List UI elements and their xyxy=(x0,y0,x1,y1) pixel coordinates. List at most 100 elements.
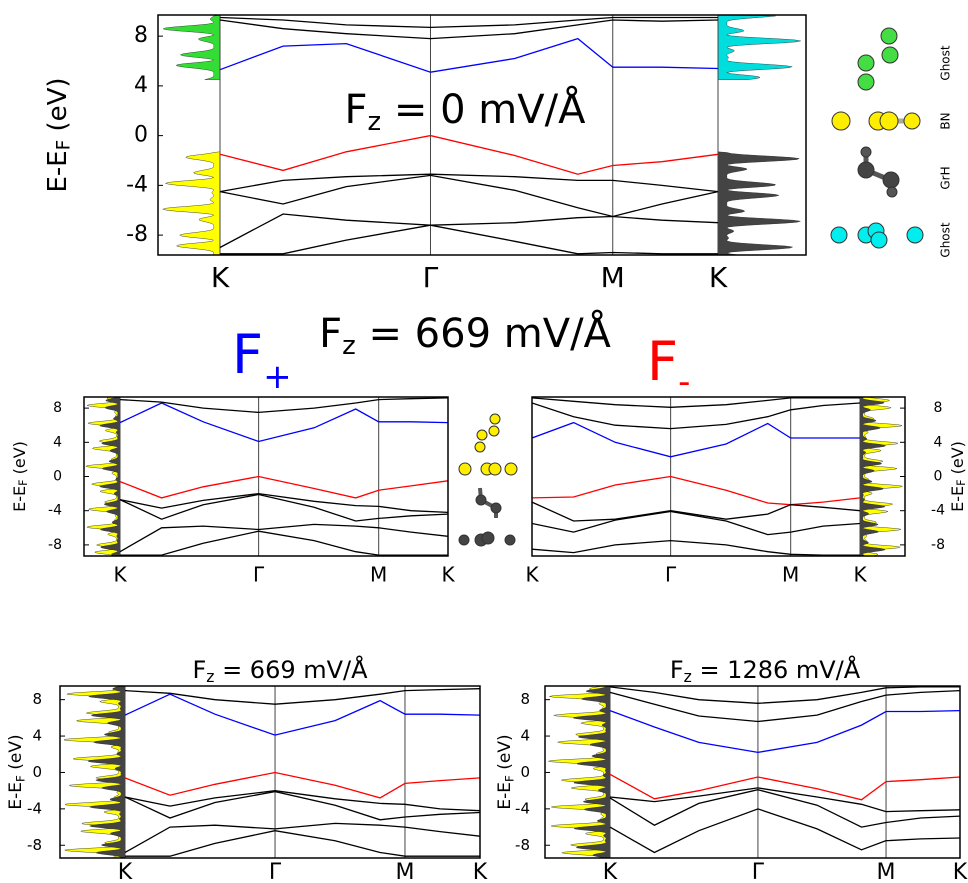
y-tick-label: 0 xyxy=(934,469,943,485)
band-line xyxy=(532,539,860,556)
atom-label: Ghost xyxy=(939,222,953,257)
y-tick-label: 8 xyxy=(32,690,42,708)
band-line xyxy=(609,787,960,813)
band-line xyxy=(120,530,448,556)
band-line xyxy=(219,37,719,73)
y-tick-label: -4 xyxy=(48,503,62,519)
x-tick-label: K xyxy=(441,563,455,587)
x-tick-label: K xyxy=(113,563,127,587)
y-axis-label-rest: (eV) xyxy=(43,77,73,139)
axes-frame xyxy=(531,396,906,557)
chart-title-rest: = 1286 mV/Å xyxy=(692,655,861,684)
heading-part: F xyxy=(232,323,263,386)
band-line xyxy=(124,693,480,736)
atom-label: GrH xyxy=(939,166,953,189)
band-line xyxy=(124,790,480,812)
x-tick-label: K xyxy=(525,563,539,587)
atom xyxy=(857,54,875,72)
band-line xyxy=(532,501,861,522)
y-axis-label-main: E-E xyxy=(10,486,29,512)
dos-fill xyxy=(99,397,121,556)
band-line xyxy=(532,402,861,430)
y-axis-label: E-EF (eV) xyxy=(948,441,968,512)
band-line xyxy=(119,493,448,522)
atom xyxy=(504,534,516,546)
y-axis-label: E-EF (eV) xyxy=(495,734,516,809)
chart-title-sub: z xyxy=(368,107,382,137)
atom xyxy=(880,27,898,45)
x-tick-label: K xyxy=(953,860,968,883)
x-tick-label: Γ xyxy=(269,860,282,883)
atom xyxy=(504,462,518,476)
x-tick-label: K xyxy=(853,563,867,587)
atom xyxy=(857,73,875,91)
band-line xyxy=(219,19,719,40)
band-line xyxy=(125,830,480,857)
band-line xyxy=(124,771,480,799)
atom xyxy=(458,534,470,546)
band-line xyxy=(609,689,960,723)
y-tick-label: 4 xyxy=(134,73,148,98)
field-heading: Fz = 669 mV/Å xyxy=(319,309,611,361)
atom xyxy=(882,171,900,189)
y-axis-label-sub: F xyxy=(17,479,30,485)
y-tick-label: -4 xyxy=(126,172,148,197)
dos-fill xyxy=(87,686,126,858)
atom-legend xyxy=(830,27,924,249)
y-axis-label-main: E-E xyxy=(948,486,967,512)
y-tick-label: 4 xyxy=(934,434,943,450)
band-line xyxy=(532,397,860,408)
atom xyxy=(870,231,888,249)
band-line xyxy=(119,492,448,514)
atom-label: Ghost xyxy=(939,45,953,80)
atom xyxy=(831,111,851,131)
chart-title-rest: = 0 mV/Å xyxy=(381,85,586,133)
y-axis-label-main: E-E xyxy=(43,150,73,192)
heading-part: = 669 mV/Å xyxy=(356,309,612,357)
band-line xyxy=(220,224,718,255)
y-tick-label: 8 xyxy=(520,690,530,708)
band-line xyxy=(124,688,480,705)
band-line xyxy=(609,686,960,704)
y-tick-label: -4 xyxy=(931,503,945,519)
dos-fill xyxy=(573,686,611,858)
y-axis-label-rest: (eV) xyxy=(495,734,515,775)
band-line xyxy=(609,808,960,854)
y-tick-label: -4 xyxy=(27,799,42,817)
f-plus: F+ xyxy=(232,323,292,397)
y-tick-label: -8 xyxy=(931,537,945,553)
plot-area xyxy=(532,397,904,556)
x-tick-label: K xyxy=(118,860,133,883)
band-line xyxy=(124,822,480,854)
heading-sub: z xyxy=(342,331,356,361)
band-line xyxy=(119,397,448,414)
y-tick-label: -8 xyxy=(48,537,62,553)
chart-title-rest: = 669 mV/Å xyxy=(214,655,368,684)
band-line xyxy=(219,16,718,29)
y-axis-label-sub: F xyxy=(13,775,27,782)
chart-title: Fz = 669 mV/Å xyxy=(192,655,368,686)
f-minus: F- xyxy=(647,330,690,402)
band-line xyxy=(532,421,860,458)
y-axis-label-rest: (eV) xyxy=(6,734,26,775)
y-tick-label: 0 xyxy=(32,763,42,781)
band-line xyxy=(119,402,448,443)
atom xyxy=(488,425,500,437)
atom xyxy=(886,186,898,198)
plot-area xyxy=(85,397,448,556)
x-tick-label: Γ xyxy=(423,261,439,294)
atom xyxy=(881,46,899,64)
y-tick-label: 0 xyxy=(53,469,62,485)
x-tick-label: M xyxy=(395,860,414,883)
y-tick-label: 4 xyxy=(520,727,530,745)
y-axis-label-sub: F xyxy=(54,140,75,150)
y-axis-label: E-EF (eV) xyxy=(6,734,27,809)
x-tick-label: M xyxy=(877,860,896,883)
atom xyxy=(860,146,872,158)
atom xyxy=(458,462,472,476)
y-axis-label-rest: (eV) xyxy=(10,441,29,479)
heading-part: F xyxy=(319,311,342,357)
y-tick-label: 8 xyxy=(53,400,62,416)
atom xyxy=(857,161,875,179)
band-line xyxy=(219,134,719,175)
